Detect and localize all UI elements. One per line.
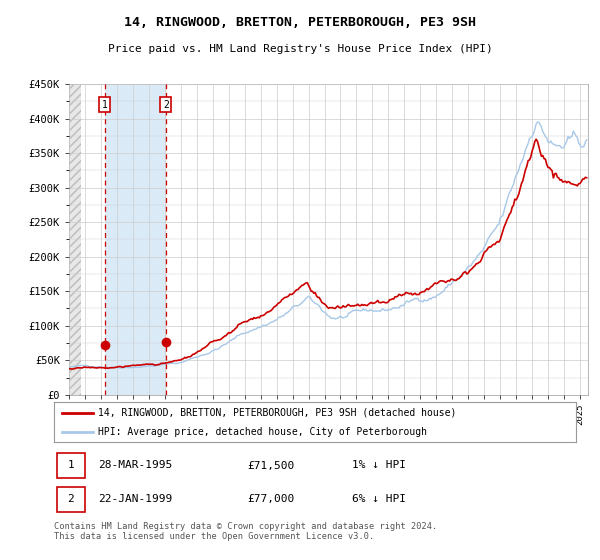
Text: Contains HM Land Registry data © Crown copyright and database right 2024.
This d: Contains HM Land Registry data © Crown c…: [54, 522, 437, 542]
Text: 1: 1: [102, 100, 108, 110]
Text: 1% ↓ HPI: 1% ↓ HPI: [352, 460, 406, 470]
Text: 22-JAN-1999: 22-JAN-1999: [98, 494, 173, 504]
Text: 14, RINGWOOD, BRETTON, PETERBOROUGH, PE3 9SH (detached house): 14, RINGWOOD, BRETTON, PETERBOROUGH, PE3…: [98, 408, 457, 418]
Bar: [105, 84, 166, 395]
Text: 1: 1: [67, 460, 74, 470]
Bar: [56, 487, 85, 512]
Text: £77,000: £77,000: [247, 494, 295, 504]
Text: Price paid vs. HM Land Registry's House Price Index (HPI): Price paid vs. HM Land Registry's House …: [107, 44, 493, 54]
Text: 6% ↓ HPI: 6% ↓ HPI: [352, 494, 406, 504]
Text: 2: 2: [67, 494, 74, 504]
Text: 28-MAR-1995: 28-MAR-1995: [98, 460, 173, 470]
Text: £71,500: £71,500: [247, 460, 295, 470]
Text: HPI: Average price, detached house, City of Peterborough: HPI: Average price, detached house, City…: [98, 427, 427, 437]
Bar: [69, 84, 81, 395]
Text: 2: 2: [163, 100, 169, 110]
Text: 14, RINGWOOD, BRETTON, PETERBOROUGH, PE3 9SH: 14, RINGWOOD, BRETTON, PETERBOROUGH, PE3…: [124, 16, 476, 29]
Bar: [56, 453, 85, 478]
